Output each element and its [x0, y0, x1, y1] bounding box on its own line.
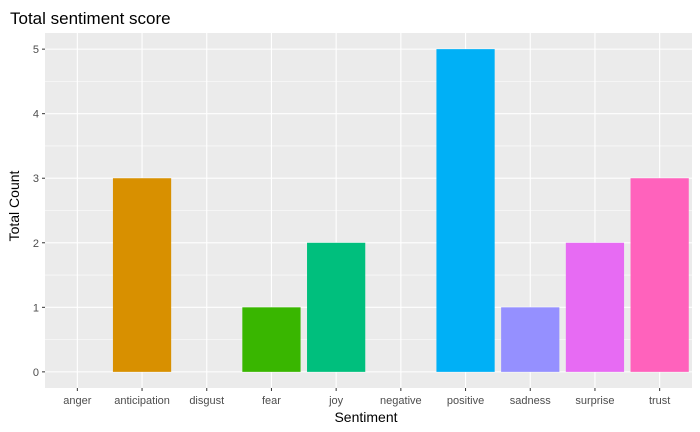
y-tick-label: 2 — [33, 238, 39, 250]
x-tick-label-fear: fear — [262, 395, 281, 407]
x-axis-ticks: anger anticipation disgust fear joy negative p… — [63, 388, 670, 407]
x-tick-label-anger: anger — [63, 395, 91, 407]
bar-anticipation — [112, 178, 172, 372]
x-tick-label-positive: positive — [447, 395, 484, 407]
bar-surprise — [565, 242, 625, 372]
y-tick-label: 1 — [33, 302, 39, 314]
bar-joy — [307, 242, 366, 372]
bar-trust — [630, 178, 689, 372]
x-tick-label-trust: trust — [649, 395, 670, 407]
y-axis-title: Total Count — [6, 170, 22, 241]
y-tick-label: 0 — [33, 367, 39, 379]
x-tick-label-surprise: surprise — [575, 395, 614, 407]
x-tick-label-negative: negative — [380, 395, 422, 407]
bar-fear — [242, 307, 301, 372]
bar-sadness — [501, 307, 560, 372]
x-tick-label-joy: joy — [328, 395, 344, 407]
x-tick-label-anticipation: anticipation — [114, 395, 170, 407]
y-axis-ticks: 0 1 2 3 4 5 — [33, 44, 45, 379]
x-tick-label-sadness: sadness — [510, 395, 551, 407]
y-tick-label: 4 — [33, 109, 39, 121]
bars — [112, 49, 689, 372]
chart-title: Total sentiment score — [10, 9, 171, 28]
x-tick-label-disgust: disgust — [189, 395, 224, 407]
x-axis-title: Sentiment — [334, 409, 397, 425]
bar-positive — [436, 49, 495, 372]
y-tick-label: 5 — [33, 44, 39, 56]
y-tick-label: 3 — [33, 173, 39, 185]
